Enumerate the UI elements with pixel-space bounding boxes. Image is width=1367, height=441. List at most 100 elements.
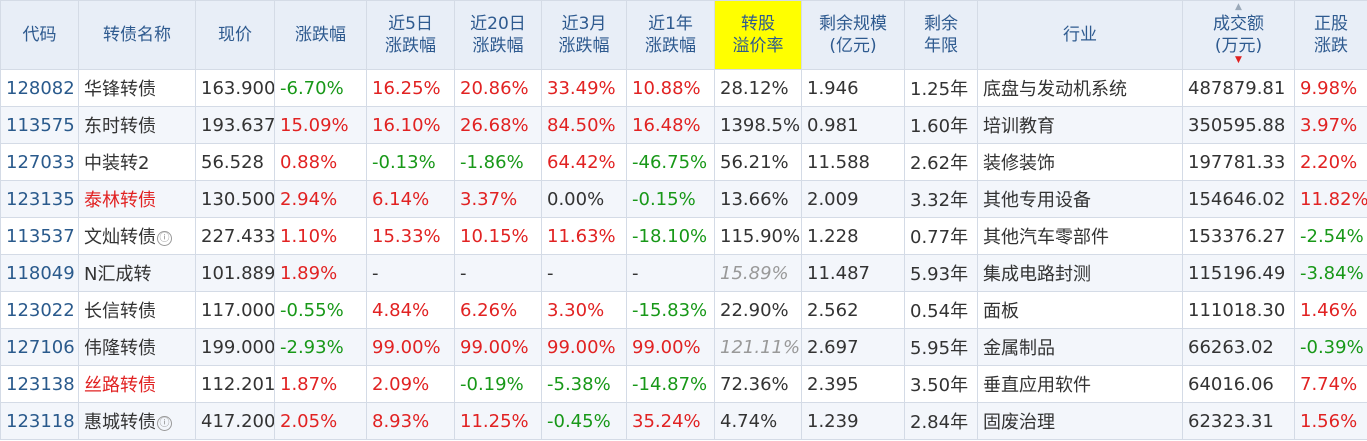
col-header-term[interactable]: 剩余 年限 <box>904 0 978 70</box>
cell-term: 1.25年 <box>904 69 978 107</box>
cell-industry: 金属制品 <box>977 328 1183 366</box>
cell-code[interactable]: 113575 <box>0 106 79 144</box>
col-header-volume[interactable]: ▲ 成交额 (万元) ▼ <box>1182 0 1295 70</box>
cell-premium: 56.21% <box>714 143 802 181</box>
col-header-code[interactable]: 代码 <box>0 0 79 70</box>
table-body: 128082 华锋转债 163.900 -6.70% 16.25% 20.86% 33.49… <box>0 69 1367 440</box>
table-row[interactable]: 128082 华锋转债 163.900 -6.70% 16.25% 20.86% 33.49… <box>0 69 1367 107</box>
cell-premium: 28.12% <box>714 69 802 107</box>
col-header-stock-change[interactable]: 正股 涨跌 <box>1294 0 1367 70</box>
cell-change-20d: 26.68% <box>454 106 542 144</box>
cell-name[interactable]: N汇成转 <box>78 254 196 292</box>
info-icon[interactable]: ⓘ <box>157 415 172 431</box>
col-header-change-3m[interactable]: 近3月 涨跌幅 <box>541 0 627 70</box>
cell-change-1y: -18.10% <box>626 217 715 255</box>
cell-name[interactable]: 东时转债 <box>78 106 196 144</box>
cell-price: 56.528 <box>195 143 275 181</box>
cell-industry: 其他专用设备 <box>977 180 1183 218</box>
cell-change-1y: -0.15% <box>626 180 715 218</box>
cell-name[interactable]: 华锋转债 <box>78 69 196 107</box>
cell-stock-change: 1.46% <box>1294 291 1367 329</box>
cell-code[interactable]: 128082 <box>0 69 79 107</box>
col-header-premium[interactable]: 转股 溢价率 <box>714 0 802 70</box>
cell-name[interactable]: 泰林转债 <box>78 180 196 218</box>
bond-name-link[interactable]: 泰林转债 <box>84 190 156 211</box>
col-header-industry[interactable]: 行业 <box>977 0 1183 70</box>
bond-name-link[interactable]: 长信转债 <box>84 301 156 322</box>
cell-code[interactable]: 123118 <box>0 402 79 440</box>
cell-stock-change: 11.82% <box>1294 180 1367 218</box>
col-header-change-5d[interactable]: 近5日 涨跌幅 <box>366 0 455 70</box>
cell-premium: 15.89% <box>714 254 802 292</box>
cell-code[interactable]: 118049 <box>0 254 79 292</box>
cell-stock-change: -0.39% <box>1294 328 1367 366</box>
bond-name-link[interactable]: 华锋转债 <box>84 79 156 100</box>
cell-name[interactable]: 伟隆转债 <box>78 328 196 366</box>
table-row[interactable]: 113575 东时转债 193.637 15.09% 16.10% 26.68% 84.50… <box>0 106 1367 144</box>
bond-name-link[interactable]: 中装转2 <box>84 153 150 174</box>
cell-change-20d: 99.00% <box>454 328 542 366</box>
cell-industry: 固废治理 <box>977 402 1183 440</box>
cell-code[interactable]: 123022 <box>0 291 79 329</box>
cell-code[interactable]: 127033 <box>0 143 79 181</box>
cell-term: 0.54年 <box>904 291 978 329</box>
cell-code[interactable]: 123135 <box>0 180 79 218</box>
cell-stock-change: 1.56% <box>1294 402 1367 440</box>
bond-name-link[interactable]: N汇成转 <box>84 264 152 285</box>
cell-scale: 11.588 <box>801 143 905 181</box>
cell-industry: 底盘与发动机系统 <box>977 69 1183 107</box>
col-header-scale[interactable]: 剩余规模 (亿元) <box>801 0 905 70</box>
cell-stock-change: 3.97% <box>1294 106 1367 144</box>
cell-stock-change: 2.20% <box>1294 143 1367 181</box>
table-row[interactable]: 118049 N汇成转 101.889 1.89% - - - -15.89% 11.487 5.… <box>0 254 1367 292</box>
cell-change-3m: 99.00% <box>541 328 627 366</box>
cell-change-1y: 16.48% <box>626 106 715 144</box>
col-header-change-20d[interactable]: 近20日 涨跌幅 <box>454 0 542 70</box>
bond-name-link[interactable]: 惠城转债 <box>84 412 156 433</box>
col-header-change-1y[interactable]: 近1年 涨跌幅 <box>626 0 715 70</box>
sort-asc-icon[interactable]: ▲ <box>1235 2 1242 12</box>
cell-code[interactable]: 127106 <box>0 328 79 366</box>
cell-change-1y: - <box>626 254 715 292</box>
cell-change-3m: 0.00% <box>541 180 627 218</box>
cell-change-5d: 99.00% <box>366 328 455 366</box>
cell-price: 163.900 <box>195 69 275 107</box>
cell-change-1y: -46.75% <box>626 143 715 181</box>
cell-scale: 11.487 <box>801 254 905 292</box>
cell-name[interactable]: 长信转债 <box>78 291 196 329</box>
cell-volume: 111018.30 <box>1182 291 1295 329</box>
cell-term: 3.32年 <box>904 180 978 218</box>
info-icon[interactable]: ⓘ <box>157 230 172 246</box>
col-header-change[interactable]: 涨跌幅 <box>274 0 367 70</box>
cell-premium: 13.66% <box>714 180 802 218</box>
cell-premium: 121.11% <box>714 328 802 366</box>
cell-change: 2.05% <box>274 402 367 440</box>
cell-change: -6.70% <box>274 69 367 107</box>
table-row[interactable]: 123118 惠城转债 ⓘ 417.200 2.05% 8.93% 11.25% -0.45%… <box>0 402 1367 440</box>
table-row[interactable]: 127106 伟隆转债 199.000 -2.93% 99.00% 99.00% 99.00… <box>0 328 1367 366</box>
table-row[interactable]: 123135 泰林转债 130.500 2.94% 6.14% 3.37% 0.00% -0.… <box>0 180 1367 218</box>
cell-change: -2.93% <box>274 328 367 366</box>
cell-scale: 1.946 <box>801 69 905 107</box>
cell-name[interactable]: 文灿转债 ⓘ <box>78 217 196 255</box>
bond-name-link[interactable]: 伟隆转债 <box>84 338 156 359</box>
table-row[interactable]: 123138 丝路转债 112.201 1.87% 2.09% -0.19% -5.38% -… <box>0 365 1367 403</box>
cell-volume: 350595.88 <box>1182 106 1295 144</box>
bond-name-link[interactable]: 东时转债 <box>84 116 156 137</box>
cell-change: -0.55% <box>274 291 367 329</box>
cell-name[interactable]: 中装转2 <box>78 143 196 181</box>
cell-name[interactable]: 惠城转债 ⓘ <box>78 402 196 440</box>
cell-code[interactable]: 113537 <box>0 217 79 255</box>
cell-code[interactable]: 123138 <box>0 365 79 403</box>
bond-name-link[interactable]: 丝路转债 <box>84 375 156 396</box>
cell-price: 227.433 <box>195 217 275 255</box>
sort-desc-icon[interactable]: ▼ <box>1235 55 1242 65</box>
bond-name-link[interactable]: 文灿转债 <box>84 227 156 248</box>
table-row[interactable]: 127033 中装转2 56.528 0.88% -0.13% -1.86% 64.42% -… <box>0 143 1367 181</box>
table-row[interactable]: 113537 文灿转债 ⓘ 227.433 1.10% 15.33% 10.15% 11.63… <box>0 217 1367 255</box>
cell-name[interactable]: 丝路转债 <box>78 365 196 403</box>
col-header-name[interactable]: 转债名称 <box>78 0 196 70</box>
cell-stock-change: -2.54% <box>1294 217 1367 255</box>
table-row[interactable]: 123022 长信转债 117.000 -0.55% 4.84% 6.26% 3.30% -1… <box>0 291 1367 329</box>
col-header-price[interactable]: 现价 <box>195 0 275 70</box>
